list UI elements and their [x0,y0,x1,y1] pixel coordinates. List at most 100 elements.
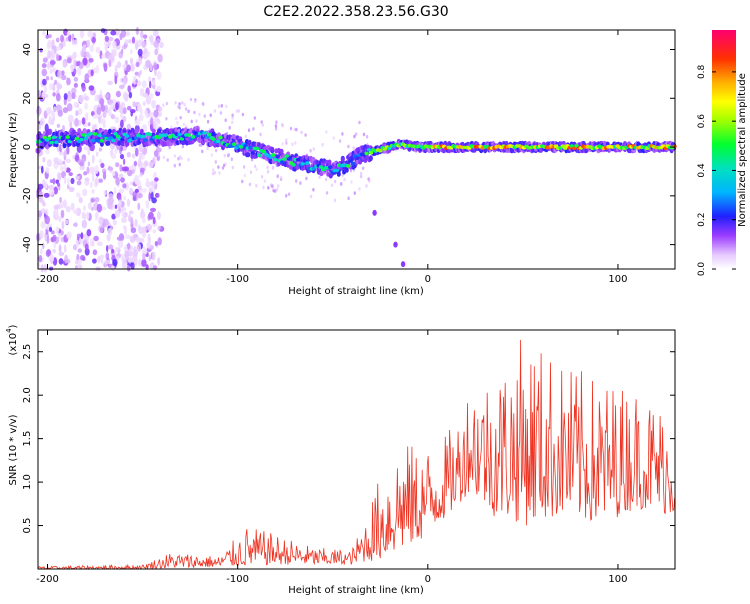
spectrum-dot [103,190,107,196]
spectrum-dot [142,92,149,98]
spectrum-dot [115,102,119,111]
spectrum-dot [148,187,152,194]
spectrum-dot [206,146,209,151]
spectrum-dot [152,120,156,130]
spectrum-dot [148,254,151,262]
spectrum-dot [122,107,127,115]
spectrum-dot [99,254,105,259]
spectrum-dot [151,99,157,109]
spectrum-dot [63,93,68,100]
spectrum-dot [97,255,101,264]
spectrum-dot [67,183,70,190]
spectrum-dot [227,152,231,157]
spectrum-dot [93,235,99,242]
spectrum-dot [92,241,95,247]
spectrum-dot [365,135,369,139]
spectrum-dot [89,166,96,175]
spectrum-dot [122,183,127,189]
spectrum-dot [86,211,90,220]
spectrum-dot [130,262,135,270]
spectrum-dot [76,192,81,198]
spectrum-dot [173,163,176,168]
ridge-halo [368,155,373,161]
spectrum-dot [312,147,315,151]
spectrum-dot [121,101,125,109]
spectrum-dot [132,249,139,257]
spectrum-dot [127,242,131,250]
spectrum-dot [150,112,155,118]
spectrum-dot [362,132,366,137]
spectrum-dot [71,33,75,39]
spectrum-dot [73,222,78,227]
spectrum-dot [353,134,356,139]
spectrum-dot [142,232,147,238]
spectrum-dot [100,118,106,125]
spectrum-dot [291,142,294,147]
spectrum-dot [46,236,50,244]
spectrum-dot [157,257,161,266]
spectrum-dot [347,196,350,201]
spectrum-dot [281,142,284,146]
spectrum-dot [247,128,251,132]
ridge-core [261,149,267,154]
spectrum-dot [40,265,45,271]
spectrum-dot [127,85,131,93]
spectrum-dot [309,194,313,199]
spectrum-dot [175,116,178,121]
spectrum-dot [147,76,152,83]
spectrum-dot [91,188,95,194]
spectrum-dot [82,188,88,197]
spectrum-dot [94,165,99,174]
spectrum-dot [70,177,75,185]
spectrum-dot [85,112,89,121]
spectrum-dot [195,119,198,123]
spectrum-dot [95,211,99,219]
y-tick-label: 1.0 [22,474,33,490]
spectrum-dot [190,119,193,124]
spectrum-dot [53,106,57,112]
spectrum-dot [58,258,64,265]
spectrum-dot [156,71,162,80]
spectrum-dot [111,50,116,58]
spectrum-dot [59,159,63,164]
spectrum-dot [102,111,107,118]
spectrum-dot [109,103,116,111]
spectrum-dot [76,180,82,186]
spectrum-dot [118,84,125,90]
spectrum-dot [217,104,221,108]
spectrum-dot [41,165,44,174]
spectrum-dot [168,145,171,150]
spectrum-dot [140,88,145,93]
ridge-core [206,132,212,137]
ridge-core [67,139,73,144]
spectrogram-isolated-points [372,209,406,268]
spectrum-dot [46,159,52,168]
ridge-core [143,138,148,142]
snr-scale-exponent: 4 [5,328,13,333]
spectrum-dot [88,122,91,127]
spectrum-dot [138,144,144,153]
spectrum-dot [358,187,361,191]
spectrum-dot [108,58,112,68]
spectrum-dot [178,105,181,110]
spectrum-dot [98,216,104,225]
spectrum-dot [107,227,113,236]
spectrum-dot [153,150,159,158]
spectrum-dot [122,158,126,165]
spectrum-dot [128,210,134,215]
spectrum-dot [153,265,158,271]
spectrum-dot [153,109,159,118]
ridge-core [291,163,296,167]
spectrum-dot [152,157,156,165]
spectrum-dot [117,239,124,249]
spectrum-dot [78,107,83,116]
spectrum-dot [138,259,142,267]
spectrum-dot [44,215,50,225]
ridge-core [120,137,125,142]
spectrum-dot [152,78,156,86]
spectrum-dot [42,157,46,163]
spectrum-dot [65,205,71,213]
ridge-halo [62,143,67,149]
spectrum-dot [339,182,343,186]
